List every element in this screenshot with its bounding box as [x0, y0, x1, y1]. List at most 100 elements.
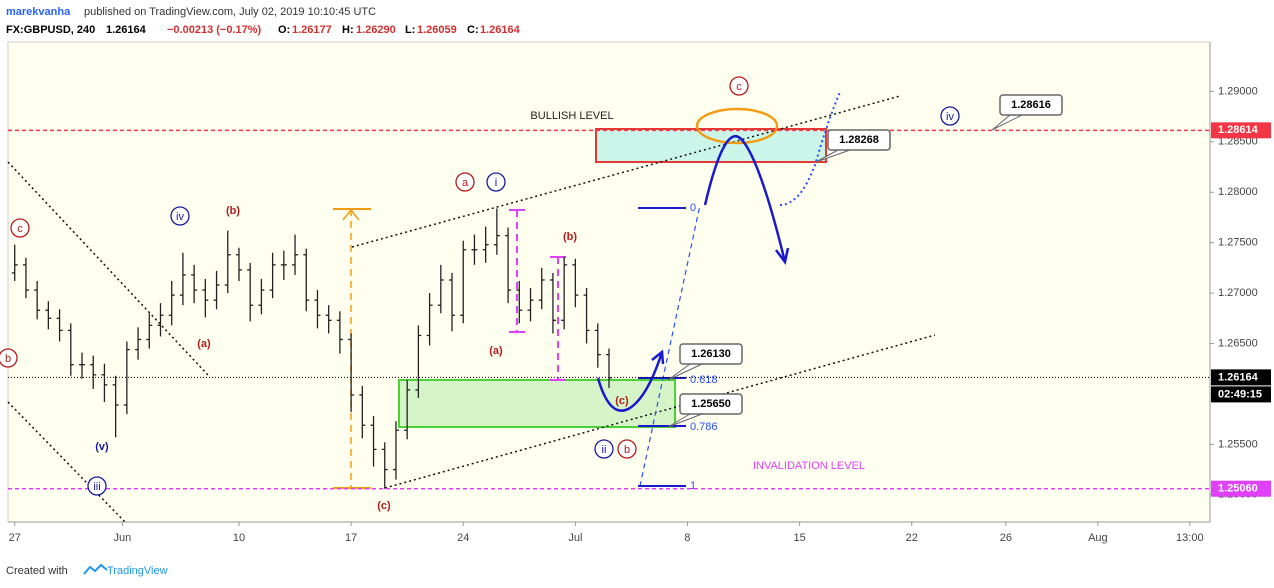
wave-label: (c)	[377, 500, 391, 512]
wave-label: iv	[176, 211, 184, 223]
x-tick-label: Jul	[568, 532, 582, 544]
wave-label: (b)	[563, 231, 577, 243]
y-tick-label: 1.25500	[1218, 438, 1258, 450]
l-label: L:	[405, 24, 415, 36]
wave-circle	[0, 348, 18, 368]
trend-line	[7, 161, 209, 376]
h-value: 1.26290	[356, 24, 396, 36]
y-tick-label: 1.27500	[1218, 237, 1258, 249]
countdown-tag	[1211, 386, 1271, 403]
x-tick-label: 8	[684, 532, 690, 544]
drawings	[7, 91, 936, 523]
change: −0.00213 (−0.17%)	[167, 24, 262, 36]
x-tick-label: 27	[9, 532, 21, 544]
price-tag	[1211, 369, 1271, 386]
wave-label: (a)	[197, 338, 211, 350]
published: published on TradingView.com, July 02, 2…	[84, 6, 376, 18]
x-tick-label: 10	[233, 532, 245, 544]
wave-label: iii	[93, 481, 100, 493]
y-tick-label: 1.28500	[1218, 136, 1258, 148]
fib-trend	[639, 204, 701, 487]
o-value: 1.26177	[292, 24, 332, 36]
x-tick-label: 17	[345, 532, 357, 544]
price-tag-label: 1.26164	[1218, 371, 1259, 383]
wave-circle	[170, 206, 190, 226]
callout-box	[827, 129, 891, 151]
h-label: H:	[342, 24, 354, 36]
callout-box	[999, 94, 1063, 116]
x-tick-label: 13:00	[1176, 532, 1204, 544]
wave-label: b	[624, 444, 630, 456]
y-tick-label: 1.29000	[1218, 85, 1258, 97]
price-tag	[1211, 122, 1271, 139]
x-tick-label: 26	[1000, 532, 1012, 544]
x-tick-label: 24	[457, 532, 469, 544]
callout-label: 1.28616	[1011, 99, 1051, 111]
author: marekvanha	[6, 6, 71, 18]
y-tick-label: 1.26500	[1218, 337, 1258, 349]
callout-pointer	[667, 363, 703, 381]
wave-label: a	[462, 177, 469, 189]
projection-arrow	[775, 247, 790, 265]
callout-pointer	[815, 149, 851, 163]
price-tag	[1211, 480, 1271, 497]
c-value: 1.26164	[480, 24, 521, 36]
wave-label: (a)	[489, 345, 503, 357]
x-tick-label: Jun	[113, 532, 131, 544]
x-tick-label: Aug	[1088, 532, 1108, 544]
fib-label: 1	[690, 480, 696, 492]
support-zone	[398, 379, 676, 428]
created-with: Created with	[6, 565, 68, 577]
callout-label: 1.25650	[691, 398, 731, 410]
wave-label: c	[17, 223, 23, 235]
last: 1.26164	[106, 24, 147, 36]
wave-label: c	[736, 81, 742, 93]
wave-circle	[617, 439, 637, 459]
wave-circle	[486, 172, 506, 192]
wave-circle	[455, 172, 475, 192]
brand-logo	[83, 563, 108, 575]
wave-circle	[940, 106, 960, 126]
measure-arrow	[342, 208, 360, 221]
callout-box	[679, 393, 743, 415]
c-label: C:	[467, 24, 479, 36]
x-tick-label: 15	[793, 532, 805, 544]
symbol: FX:GBPUSD, 240	[6, 24, 95, 36]
fib-labels: 0 0.618 0.786 1	[690, 202, 718, 492]
wave-label: (c)	[615, 395, 629, 407]
wave-label: i	[495, 177, 497, 189]
callout-label: 1.26130	[691, 348, 731, 360]
brand: TradingView	[107, 565, 168, 577]
channel-line	[384, 334, 936, 489]
price-tag-label: 1.28614	[1218, 124, 1259, 136]
x-tick-label: 22	[906, 532, 918, 544]
wave-label: (v)	[95, 441, 109, 453]
target-ellipse	[695, 107, 779, 145]
projection-arrow	[651, 349, 665, 365]
wave-label: b	[5, 353, 11, 365]
wave-circle	[10, 218, 30, 238]
fib-label: 0.618	[690, 374, 718, 386]
y-tick-label: 1.28000	[1218, 186, 1258, 198]
level-text: INVALIDATION LEVEL	[753, 460, 865, 472]
fib-label: 0	[690, 202, 696, 214]
ohlc-bars	[11, 208, 612, 489]
l-value: 1.26059	[417, 24, 457, 36]
callout-label: 1.28268	[839, 134, 879, 146]
y-tick-label: 1.27000	[1218, 287, 1258, 299]
projection-path	[703, 134, 787, 263]
countdown: 02:49:15	[1218, 388, 1262, 400]
level-text: BULLISH LEVEL	[530, 110, 613, 122]
price-tag-label: 1.25060	[1218, 483, 1258, 495]
wave-label: iv	[946, 111, 954, 123]
wave-label: (b)	[226, 205, 240, 217]
projection-path	[779, 91, 841, 206]
wave-circle	[87, 476, 107, 496]
callout-box	[679, 343, 743, 365]
callout-pointer	[991, 114, 1023, 131]
wave-label: ii	[602, 444, 607, 456]
wave-circle	[729, 76, 749, 96]
fib-label: 0.786	[690, 421, 718, 433]
target-zone	[595, 128, 827, 163]
wave-circle	[594, 439, 614, 459]
